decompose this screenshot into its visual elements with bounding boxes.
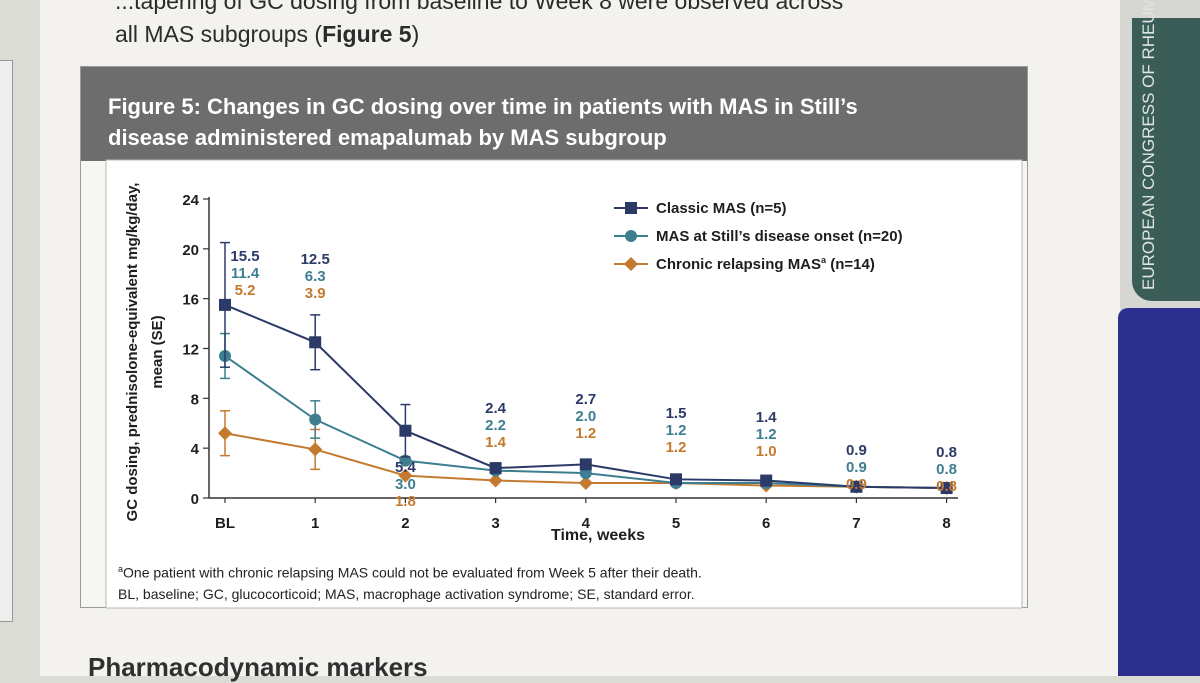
data-label-2-5: 1.2 xyxy=(666,439,687,456)
data-point-0-8 xyxy=(940,482,953,495)
left-margin-box xyxy=(0,60,13,622)
data-point-2-2 xyxy=(398,468,413,483)
body-text-line2: all MAS subgroups (Figure 5) xyxy=(115,21,420,47)
y-axis-label: GC dosing, prednisolone-equivalent mg/kg… xyxy=(124,183,141,522)
data-label-1-5: 1.2 xyxy=(666,422,687,439)
x-tick-label-5: 5 xyxy=(672,515,680,532)
data-label-0-2: 5.4 xyxy=(395,459,417,476)
data-label-1-4: 2.0 xyxy=(575,408,596,425)
y-tick-label-24: 24 xyxy=(182,192,199,209)
x-tick-label-1: 1 xyxy=(311,515,319,532)
data-point-0-4 xyxy=(579,458,592,471)
x-tick-label-7: 7 xyxy=(852,515,860,532)
data-label-0-4: 2.7 xyxy=(575,391,596,408)
x-tick-label-3: 3 xyxy=(491,515,499,532)
data-label-2-8: 0.8 xyxy=(936,478,957,495)
data-point-0-5 xyxy=(670,473,682,486)
x-tick-label-6: 6 xyxy=(762,515,770,532)
data-point-2-0 xyxy=(218,426,232,441)
data-label-1-2: 3.0 xyxy=(395,476,416,493)
legend-label-2: Chronic relapsing MASa (n=14) xyxy=(656,255,875,273)
data-label-2-2: 1.8 xyxy=(395,493,416,510)
data-label-2-BL: 5.2 xyxy=(235,282,256,299)
data-point-2-1 xyxy=(308,442,323,457)
x-tick-label-4: 4 xyxy=(582,515,591,532)
data-label-1-6: 1.2 xyxy=(756,426,777,443)
data-point-0-7 xyxy=(850,480,863,493)
data-point-2-3 xyxy=(488,473,503,488)
data-label-0-7: 0.9 xyxy=(846,442,867,459)
figure-reference: Figure 5 xyxy=(322,21,412,47)
y-axis-label-line2: mean (SE) xyxy=(149,315,166,388)
x-tick-label-8: 8 xyxy=(942,515,950,532)
data-label-0-BL: 15.5 xyxy=(230,248,259,265)
legend-marker-1 xyxy=(625,230,637,242)
congress-banner xyxy=(1132,18,1200,301)
legend-marker-0 xyxy=(625,202,637,214)
x-axis-label: Time, weeks xyxy=(551,527,645,544)
data-label-0-1: 12.5 xyxy=(301,251,330,268)
data-point-0-2 xyxy=(399,424,412,437)
data-label-0-6: 1.4 xyxy=(756,409,778,426)
data-point-0-0 xyxy=(219,298,231,311)
y-tick-label-4: 4 xyxy=(191,441,200,458)
series-0 xyxy=(219,241,953,495)
y-tick-label-16: 16 xyxy=(182,292,199,309)
figure-footnote: aOne patient with chronic relapsing MAS … xyxy=(118,559,702,604)
section-heading: Pharmacodynamic markers xyxy=(88,652,428,682)
data-label-1-3: 2.2 xyxy=(485,417,506,434)
data-point-2-4 xyxy=(578,476,593,491)
data-point-1-1 xyxy=(309,413,322,426)
x-tick-label-BL: BL xyxy=(215,515,235,532)
data-label-2-6: 1.0 xyxy=(756,443,777,460)
legend-label-1: MAS at Still’s disease onset (n=20) xyxy=(656,228,903,245)
y-tick-label-0: 0 xyxy=(191,491,199,508)
plot-panel xyxy=(105,159,1023,609)
data-label-0-8: 0.8 xyxy=(936,444,957,461)
data-label-2-3: 1.4 xyxy=(485,434,507,451)
data-label-1-BL: 11.4 xyxy=(231,265,260,282)
data-label-0-3: 2.4 xyxy=(485,400,507,417)
figure-title: Figure 5: Changes in GC dosing over time… xyxy=(108,94,858,150)
y-tick-label-12: 12 xyxy=(182,342,199,359)
data-label-1-1: 6.3 xyxy=(305,268,326,285)
data-label-1-7: 0.9 xyxy=(846,459,867,476)
data-point-0-1 xyxy=(309,336,322,349)
footnote-line1: aOne patient with chronic relapsing MAS … xyxy=(118,564,702,581)
blue-side-panel xyxy=(1118,308,1200,676)
footnote-line2: BL, baseline; GC, glucocorticoid; MAS, m… xyxy=(118,585,695,602)
body-text-line1: ...tapering of GC dosing from baseline t… xyxy=(115,0,844,14)
data-point-0-3 xyxy=(489,462,502,475)
y-tick-label-8: 8 xyxy=(191,391,199,408)
figure-title-bar: Figure 5: Changes in GC dosing over time… xyxy=(81,67,1027,161)
data-label-1-8: 0.8 xyxy=(936,461,957,478)
data-point-0-6 xyxy=(760,474,773,487)
data-label-0-5: 1.5 xyxy=(666,405,687,422)
data-label-2-7: 0.9 xyxy=(846,476,867,493)
y-tick-label-20: 20 xyxy=(182,242,199,259)
legend-label-0: Classic MAS (n=5) xyxy=(656,200,786,217)
legend-marker-2 xyxy=(624,257,638,271)
data-label-2-1: 3.9 xyxy=(305,285,326,302)
x-tick-label-2: 2 xyxy=(401,515,409,532)
data-label-2-4: 1.2 xyxy=(575,425,596,442)
